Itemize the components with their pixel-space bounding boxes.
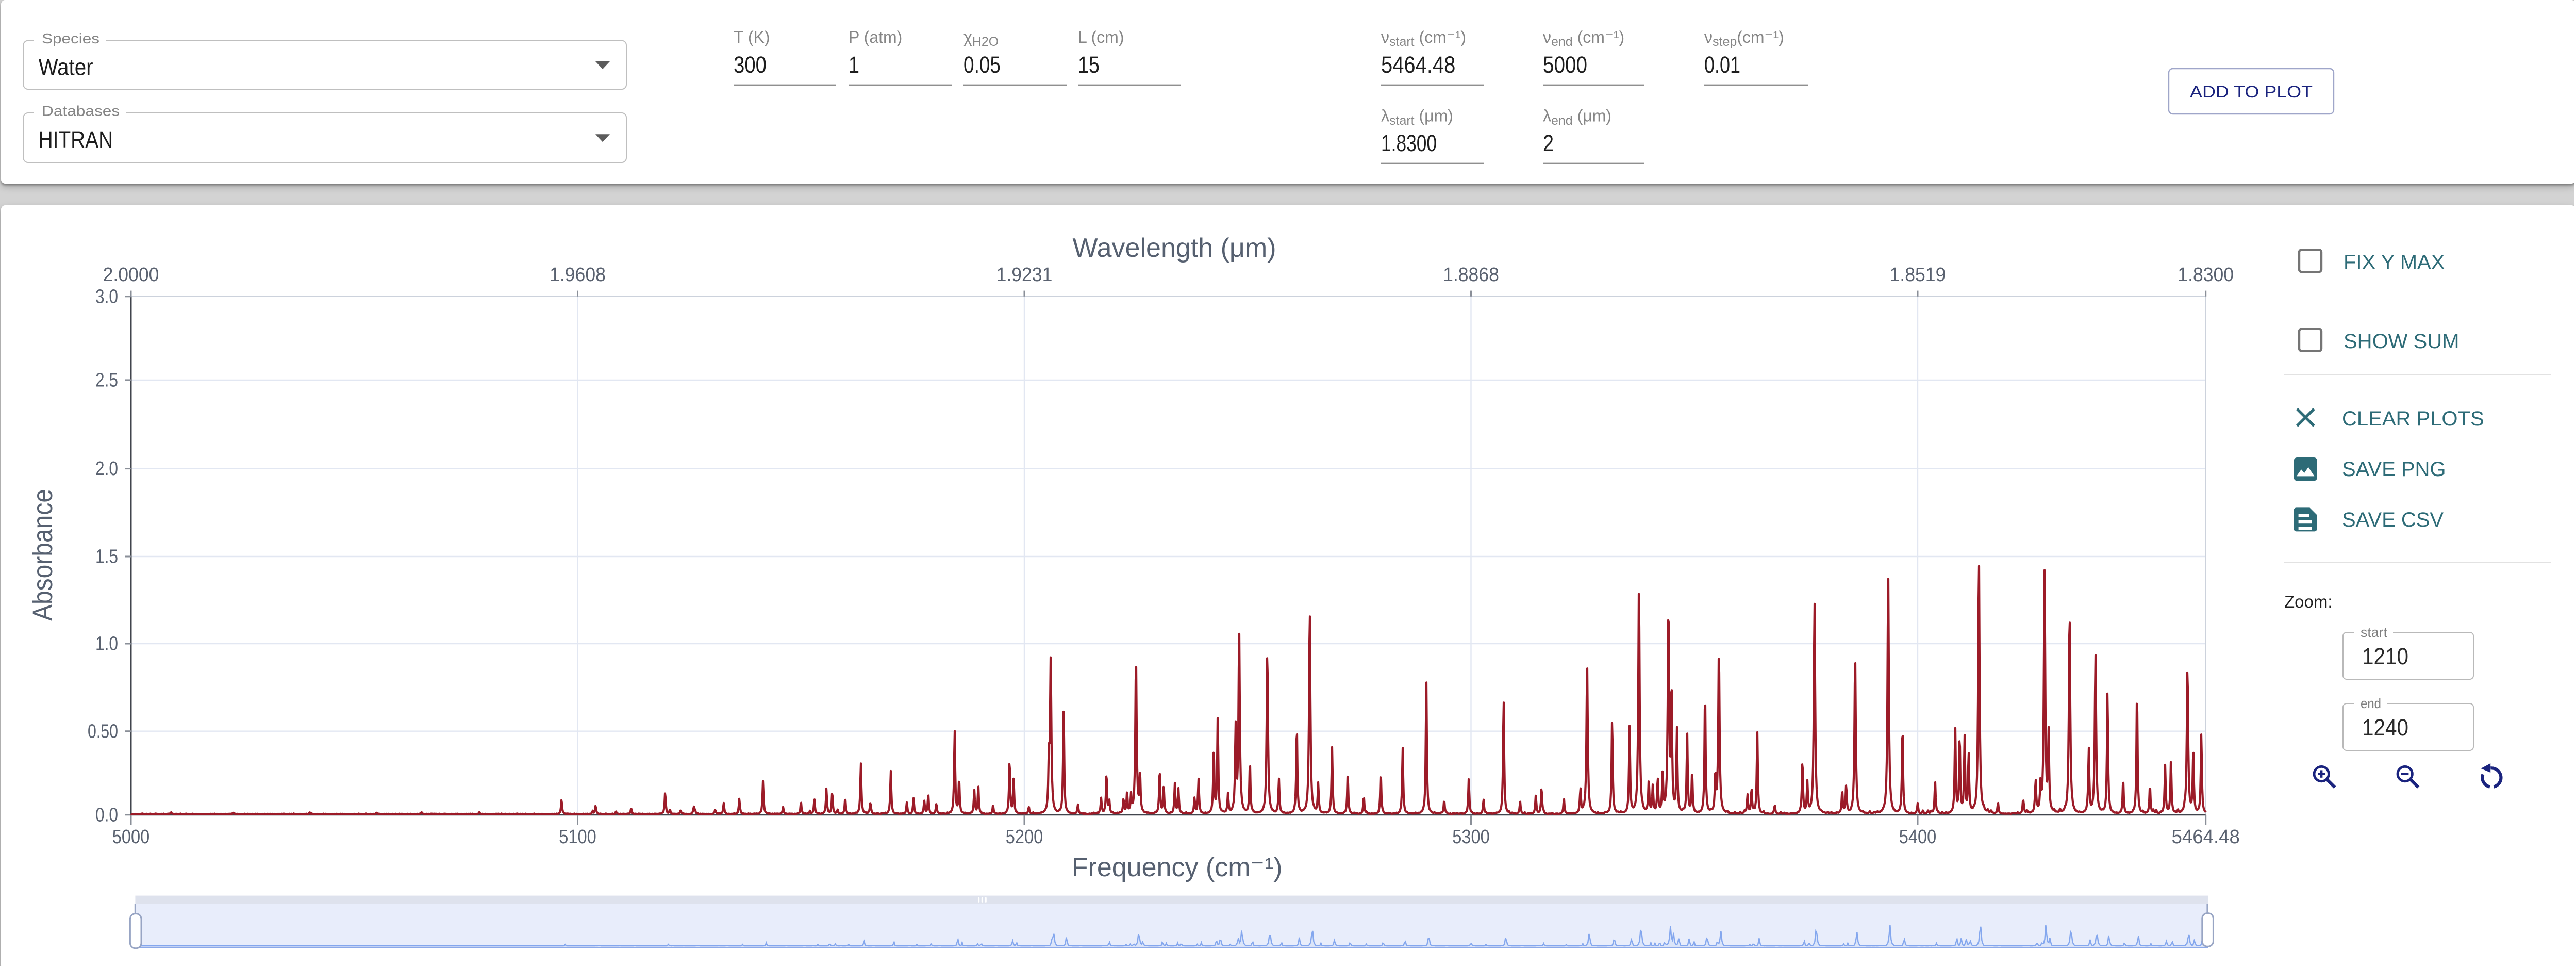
svg-text:5464.48: 5464.48 [2172, 826, 2240, 848]
svg-text:λstart (μm): λstart (μm) [1381, 107, 1453, 128]
svg-text:SHOW SUM: SHOW SUM [2344, 330, 2459, 353]
svg-text:1240: 1240 [2362, 714, 2408, 741]
svg-text:χH2O: χH2O [963, 28, 999, 49]
svg-text:5100: 5100 [559, 826, 596, 848]
svg-text:1.9608: 1.9608 [550, 264, 606, 286]
svg-text:T (K): T (K) [734, 28, 770, 46]
svg-text:5000: 5000 [1543, 52, 1587, 78]
svg-text:1: 1 [849, 52, 859, 78]
svg-text:νend (cm⁻¹): νend (cm⁻¹) [1543, 28, 1624, 49]
svg-text:L (cm): L (cm) [1078, 28, 1124, 46]
svg-text:CLEAR PLOTS: CLEAR PLOTS [2342, 407, 2484, 430]
svg-text:5464.48: 5464.48 [1381, 52, 1455, 78]
svg-text:Frequency (cm⁻¹): Frequency (cm⁻¹) [1072, 853, 1283, 882]
svg-text:SAVE CSV: SAVE CSV [2342, 509, 2444, 531]
svg-text:1210: 1210 [2362, 643, 2408, 669]
svg-text:FIX Y MAX: FIX Y MAX [2344, 251, 2445, 273]
svg-text:5200: 5200 [1006, 826, 1043, 848]
svg-text:Databases: Databases [42, 103, 120, 119]
svg-text:15: 15 [1078, 52, 1100, 78]
svg-text:HITRAN: HITRAN [39, 126, 113, 153]
svg-text:1.8868: 1.8868 [1443, 264, 1499, 286]
svg-text:Wavelength (μm): Wavelength (μm) [1072, 233, 1276, 263]
svg-text:2.0: 2.0 [95, 458, 118, 480]
svg-text:300: 300 [734, 52, 767, 78]
svg-text:λend (μm): λend (μm) [1543, 107, 1611, 128]
svg-text:Zoom:: Zoom: [2284, 592, 2333, 611]
svg-text:2.5: 2.5 [95, 370, 118, 391]
svg-text:SAVE PNG: SAVE PNG [2342, 458, 2446, 481]
svg-text:1.0: 1.0 [95, 633, 118, 655]
svg-text:start: start [2361, 625, 2387, 640]
svg-text:5300: 5300 [1452, 826, 1489, 848]
svg-text:0.50: 0.50 [88, 721, 118, 742]
svg-text:1.8300: 1.8300 [2178, 264, 2234, 286]
svg-text:0.05: 0.05 [963, 52, 1001, 78]
svg-text:νstart (cm⁻¹): νstart (cm⁻¹) [1381, 28, 1466, 49]
svg-text:1.8300: 1.8300 [1381, 130, 1437, 156]
svg-text:end: end [2361, 696, 2381, 711]
svg-text:P (atm): P (atm) [849, 28, 902, 46]
svg-text:2.0000: 2.0000 [103, 264, 159, 286]
svg-text:Absorbance: Absorbance [27, 489, 58, 621]
svg-text:νstep(cm⁻¹): νstep(cm⁻¹) [1704, 28, 1784, 49]
svg-text:5400: 5400 [1899, 826, 1936, 848]
svg-text:0.01: 0.01 [1704, 52, 1740, 78]
svg-text:2: 2 [1543, 130, 1554, 156]
svg-text:1.8519: 1.8519 [1890, 264, 1946, 286]
svg-text:3.0: 3.0 [95, 286, 118, 307]
svg-text:0.0: 0.0 [95, 804, 118, 826]
svg-text:ADD TO PLOT: ADD TO PLOT [2190, 83, 2313, 101]
svg-text:1.9231: 1.9231 [996, 264, 1053, 286]
svg-text:5000: 5000 [112, 826, 149, 848]
svg-text:Species: Species [42, 30, 99, 46]
svg-text:Water: Water [39, 54, 93, 80]
svg-text:1.5: 1.5 [95, 546, 118, 568]
